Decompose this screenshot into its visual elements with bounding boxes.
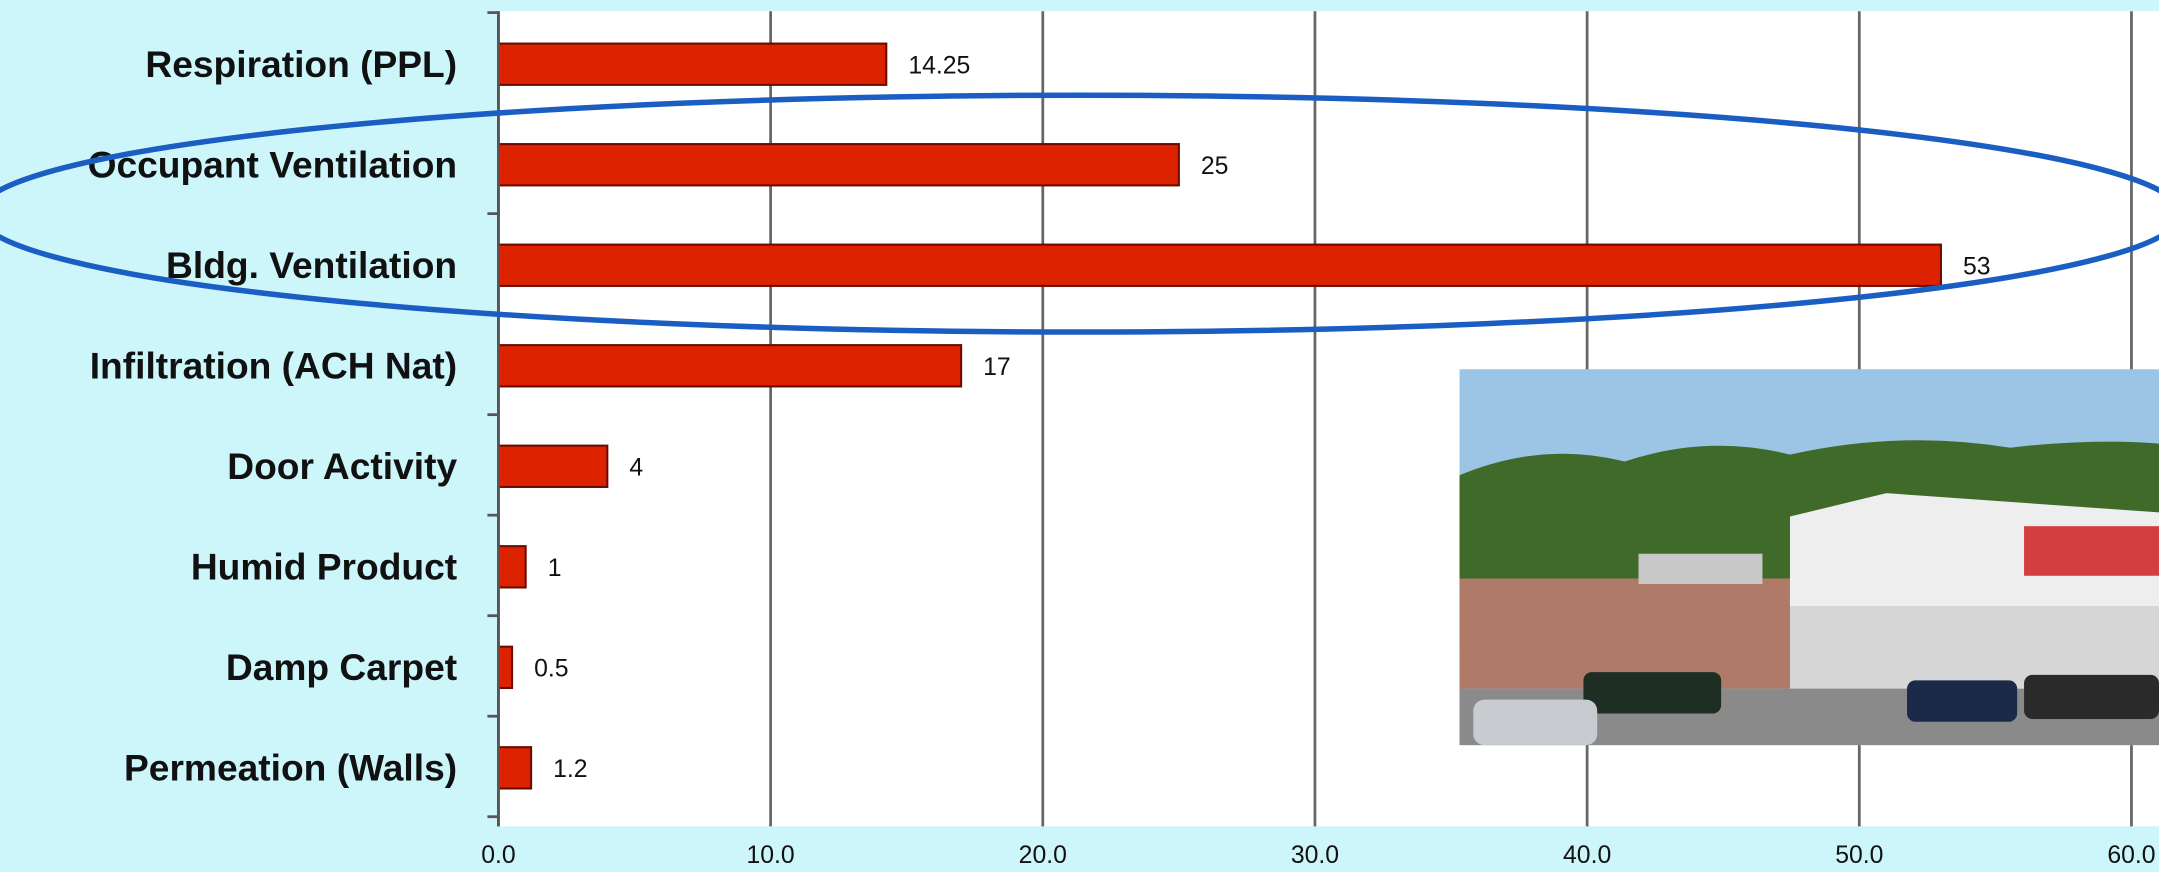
category-label: Infiltration (ACH Nat) xyxy=(90,344,457,386)
value-label: 53 xyxy=(1963,254,1991,281)
labels: 0.0 10.0 20.0 30.0 40.0 50.0 60.0 Respiration (… xyxy=(88,43,2156,869)
photo-car xyxy=(2024,674,2159,719)
value-label: 0.5 xyxy=(534,656,568,683)
bar xyxy=(497,545,527,589)
photo-car xyxy=(1473,699,1598,746)
store-photo xyxy=(1459,369,2159,746)
photo-car xyxy=(1583,672,1722,714)
highlight-ellipse xyxy=(0,92,2159,335)
x-tick-label: 10.0 xyxy=(747,842,795,869)
bars xyxy=(497,42,1942,790)
category-label: Bldg. Ventilation xyxy=(166,244,457,286)
photo-car xyxy=(1907,680,2018,722)
category-label: Door Activity xyxy=(227,445,457,487)
x-tick-label: 40.0 xyxy=(1563,842,1611,869)
x-tick-label: 60.0 xyxy=(2107,842,2155,869)
photo-hvac xyxy=(1638,553,1763,585)
x-tick-label: 30.0 xyxy=(1291,842,1339,869)
photo-wall xyxy=(1459,578,1804,689)
category-label: Humid Product xyxy=(191,545,457,587)
x-tick-label: 20.0 xyxy=(1019,842,1067,869)
bar xyxy=(497,444,609,488)
bar xyxy=(497,143,1180,187)
photo-facade xyxy=(1789,606,2159,689)
x-tick-label: 50.0 xyxy=(1835,842,1883,869)
category-label: Permeation (Walls) xyxy=(124,746,457,788)
value-label: 4 xyxy=(629,455,643,482)
bar xyxy=(497,645,514,690)
bar xyxy=(497,42,888,86)
value-label: 14.25 xyxy=(908,53,970,80)
category-label: Damp Carpet xyxy=(226,646,457,688)
value-label: 1 xyxy=(548,555,562,582)
x-tick-label: 0.0 xyxy=(481,842,515,869)
bar xyxy=(497,243,1942,287)
bar xyxy=(497,746,533,790)
value-label: 25 xyxy=(1201,153,1229,180)
photo-sign xyxy=(2024,526,2159,576)
category-label: Respiration (PPL) xyxy=(145,43,457,85)
value-label: 1.2 xyxy=(553,756,587,783)
value-label: 17 xyxy=(983,354,1011,381)
bar xyxy=(497,344,963,388)
